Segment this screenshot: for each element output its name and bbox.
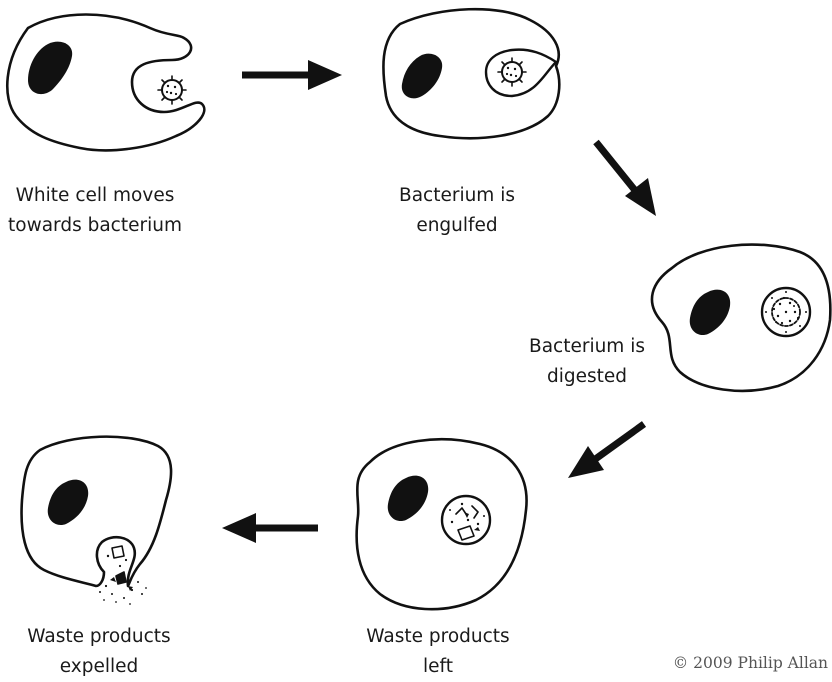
caption-stage-3: Bacterium is digested: [492, 332, 682, 392]
caption-stage-2: Bacterium is engulfed: [362, 181, 552, 241]
stage-1-cell: [6, 13, 206, 152]
caption-line: engulfed: [416, 215, 498, 236]
caption-line: Bacterium is: [529, 336, 645, 357]
vacuole: [760, 286, 812, 338]
nucleus: [401, 53, 443, 99]
bacterium: [497, 57, 527, 87]
arrow-left: [222, 513, 318, 543]
expelled-waste: [99, 545, 147, 605]
arrow-down-right: [593, 139, 656, 216]
vacuole: [484, 48, 558, 98]
digested-bacterium: [765, 291, 807, 333]
nucleus: [47, 479, 89, 526]
caption-stage-5: Waste products expelled: [4, 622, 194, 682]
caption-line: left: [423, 656, 453, 677]
arrow-right-1: [242, 60, 342, 90]
stage-4-cell: [355, 438, 528, 611]
nucleus: [28, 41, 73, 95]
bacterium: [157, 75, 187, 105]
vacuole: [440, 494, 492, 546]
caption-line: Bacterium is: [399, 185, 515, 206]
nucleus: [387, 475, 429, 522]
stage-3-cell: [650, 243, 832, 393]
white-cell-membrane: [6, 13, 206, 152]
caption-line: digested: [546, 366, 628, 387]
stage-2-cell: [382, 7, 561, 140]
caption-line: towards bacterium: [8, 215, 182, 236]
nucleus: [689, 289, 731, 336]
arrow-down-left: [568, 421, 647, 478]
white-cell-membrane: [20, 435, 173, 588]
copyright-notice: © 2009 Philip Allan: [672, 654, 828, 672]
white-cell-membrane: [650, 243, 832, 393]
caption-stage-4: Waste products left: [343, 622, 533, 682]
caption-line: Waste products: [366, 626, 510, 647]
caption-line: Waste products: [27, 626, 171, 647]
caption-line: expelled: [59, 656, 139, 677]
waste-fragments: [449, 502, 485, 541]
stage-5-cell: [20, 435, 173, 605]
white-cell-membrane: [382, 7, 561, 140]
white-cell-membrane: [355, 438, 528, 611]
caption-line: White cell moves: [15, 185, 175, 206]
caption-stage-1: White cell moves towards bacterium: [0, 181, 190, 241]
